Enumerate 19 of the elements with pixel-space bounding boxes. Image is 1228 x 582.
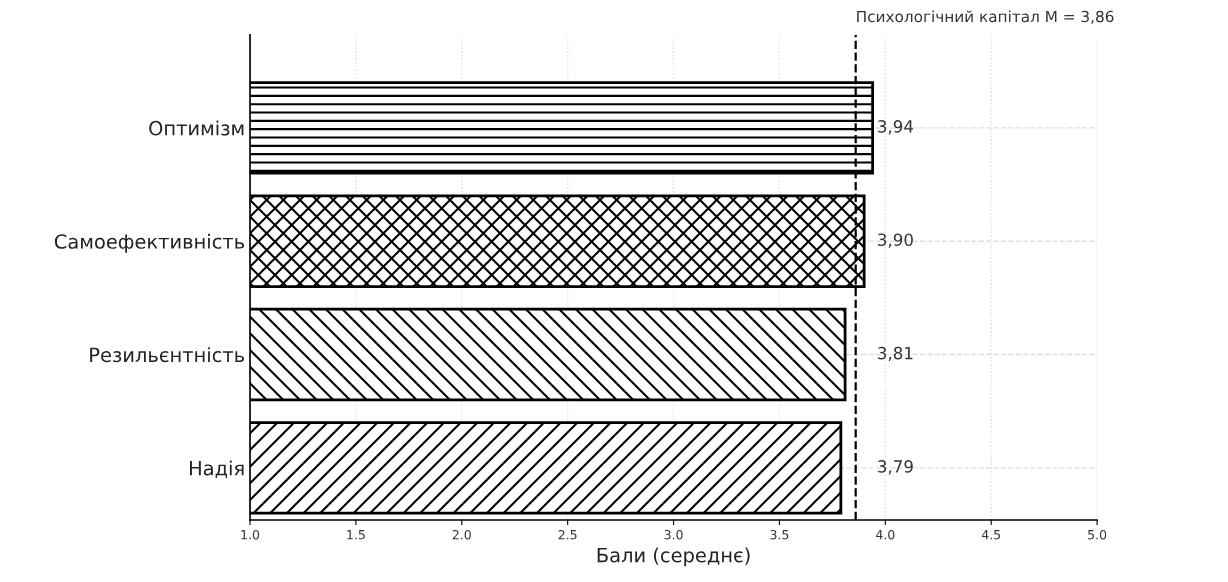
x-tick-label: 2.0 [452,529,471,540]
y-tick-label: Оптимізм [149,120,244,136]
y-tick-label: Надія [189,460,244,478]
x-tick-label: 1.0 [241,529,260,540]
data-label: 3,90 [878,233,913,248]
x-tick-label: 3.5 [770,529,789,540]
x-tick-label: 1.5 [347,530,365,540]
y-tick-label: Самоефективність [54,233,245,253]
y-tick-label: Резильєнтність [90,347,245,363]
x-axis-title: Бали (середнє) [597,547,750,567]
x-tick-label: 5.0 [1088,529,1107,540]
ref-line-label: Психологічний капітал M = 3,86 [857,10,1114,24]
data-label: 3,79 [878,460,913,475]
data-label: 3,81 [878,346,913,362]
x-tick-label: 4.0 [876,529,895,540]
data-label: 3,94 [878,120,914,135]
x-tick-label: 3.0 [664,529,683,540]
x-tick-label: 4.5 [981,530,1001,540]
x-tick-label: 2.5 [558,529,577,540]
